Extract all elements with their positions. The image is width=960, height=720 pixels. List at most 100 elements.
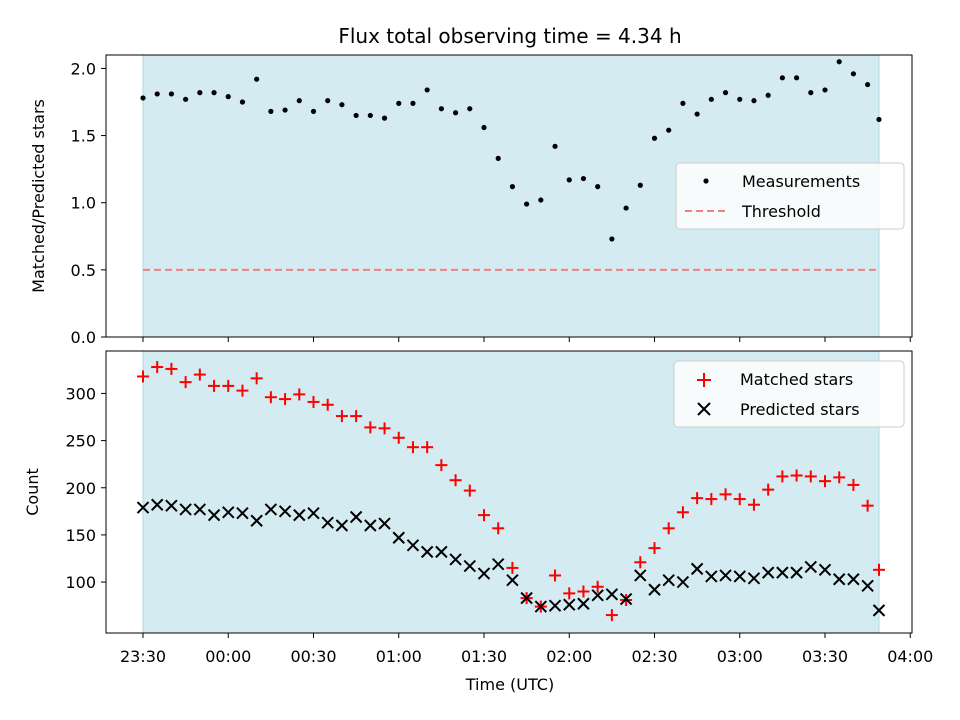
measurement-point (595, 184, 601, 190)
measurement-point (381, 115, 388, 121)
measurement-point (467, 106, 473, 112)
measurement-point (168, 91, 175, 97)
predicted-star-point (207, 508, 221, 522)
matched-star-point (634, 556, 647, 569)
bottom-y-ticks: 100 150 200 250 300 (65, 384, 106, 592)
top-series-layer (140, 59, 882, 271)
predicted-star-point (435, 545, 448, 559)
predicted-star-point (278, 505, 292, 518)
bottom-y-axis-label: Count (23, 468, 42, 516)
measurement-point (410, 100, 416, 106)
predicted-star-point (833, 573, 846, 586)
measurement-point (552, 143, 558, 149)
xtick-label: 00:00 (205, 647, 251, 666)
predicted-star-point (506, 573, 519, 587)
xtick-label: 02:30 (631, 647, 677, 666)
measurement-point (580, 175, 587, 182)
matched-star-point (762, 483, 775, 496)
matched-star-point (506, 561, 519, 574)
predicted-star-point (392, 531, 405, 544)
predicted-star-point (364, 519, 377, 532)
matched-star-point (208, 379, 221, 392)
top-ytick-label: 0.0 (71, 328, 96, 347)
bottom-series-layer (136, 361, 886, 622)
measurement-point (793, 75, 800, 81)
predicted-star-point (818, 563, 832, 577)
matched-star-point (406, 441, 419, 454)
measurement-point (708, 96, 714, 102)
predicted-star-point (179, 503, 192, 516)
matched-star-point (236, 384, 249, 397)
bottom-legend: Matched stars Predicted stars (673, 360, 905, 428)
predicted-star-point (335, 519, 349, 532)
xtick-label: 01:30 (461, 647, 507, 666)
matched-star-point (733, 493, 746, 506)
measurement-point (509, 184, 516, 190)
matched-star-point (350, 410, 363, 423)
predicted-star-point (747, 572, 761, 585)
measurement-point (254, 76, 260, 82)
xtick-label: 02:00 (546, 647, 592, 666)
measurement-point (876, 116, 882, 123)
measurement-point (538, 197, 544, 203)
matched-star-point (307, 395, 320, 408)
matched-star-point (591, 580, 604, 593)
bot-ytick-label: 200 (65, 479, 96, 498)
matched-star-point (392, 431, 405, 444)
measurement-point (808, 90, 814, 96)
matched-star-point (747, 498, 760, 511)
predicted-star-point (861, 579, 874, 593)
top-x-ticks (142, 337, 911, 342)
predicted-star-point (776, 566, 789, 579)
predicted-star-point (619, 592, 633, 606)
predicted-star-point (520, 591, 533, 605)
matched-star-point (478, 509, 490, 522)
xtick-label: 04:00 (887, 647, 933, 666)
matched-star-point (449, 474, 462, 487)
predicted-star-point (733, 570, 746, 583)
matched-star-point (435, 459, 448, 472)
matched-star-point (264, 391, 277, 404)
measurement-point (296, 98, 302, 104)
matched-star-point (563, 587, 576, 600)
matched-star-point (193, 368, 206, 381)
matched-star-point (819, 475, 831, 488)
matched-star-point (321, 398, 334, 411)
legend-threshold-label: Threshold (741, 202, 821, 221)
predicted-star-point (151, 498, 164, 511)
legend-predicted-label: Predicted stars (740, 400, 860, 419)
matched-star-point (648, 542, 661, 555)
measurement-point (865, 81, 871, 88)
predicted-star-point (676, 575, 690, 589)
measurement-point (822, 87, 828, 93)
matched-star-point (577, 585, 590, 598)
predicted-star-point (477, 567, 491, 580)
measurement-point (836, 59, 842, 65)
predicted-star-point (321, 516, 334, 529)
xtick-label: 00:30 (290, 647, 336, 666)
matched-star-point (463, 484, 476, 497)
predicted-star-point (136, 501, 150, 514)
predicted-star-point (463, 559, 476, 573)
predicted-star-point (193, 503, 207, 516)
measurement-point (651, 135, 658, 141)
measurement-point (424, 87, 430, 93)
matched-star-point (705, 493, 718, 506)
measurement-point (680, 100, 686, 106)
predicted-star-point (662, 573, 675, 587)
measurement-point (325, 98, 331, 104)
measurement-point (623, 205, 629, 211)
predicted-star-point (719, 569, 732, 582)
predicted-star-point (648, 583, 661, 596)
measurement-point (481, 124, 487, 131)
predicted-star-point (548, 599, 562, 612)
chart-title: Flux total observing time = 4.34 h (338, 24, 681, 48)
bottom-x-ticks: 23:30 00:00 00:30 01:00 01:30 02:00 02:30 03:00… (120, 633, 933, 666)
measurement-point (566, 177, 572, 183)
measurement-point (154, 91, 160, 97)
measurement-point (751, 98, 757, 104)
predicted-star-point (577, 597, 590, 610)
predicted-star-point (872, 604, 886, 617)
predicted-star-point (790, 566, 803, 579)
matched-star-point (691, 492, 704, 505)
